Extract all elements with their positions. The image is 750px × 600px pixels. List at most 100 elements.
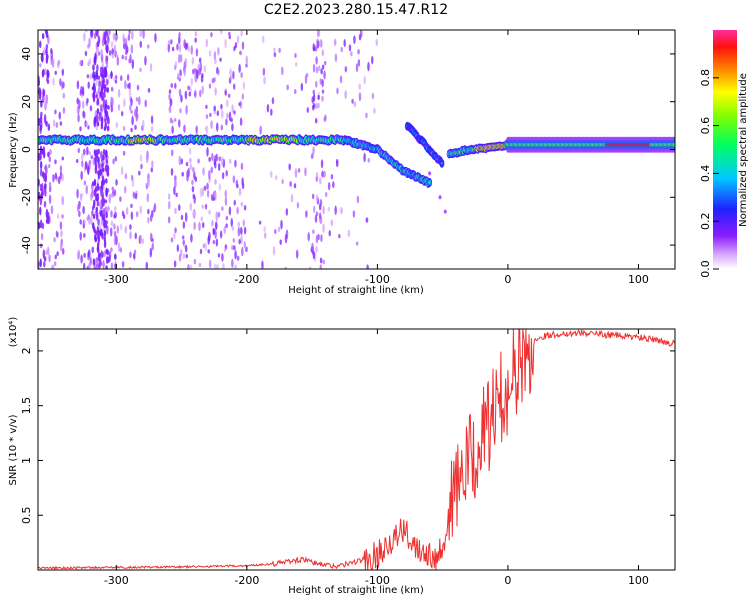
spectrogram-cell	[320, 234, 323, 243]
spectrogram-cell	[178, 31, 181, 38]
spectrogram-cell	[125, 50, 128, 56]
spectrogram-cell	[263, 76, 266, 85]
spectrogram-cell	[101, 162, 104, 169]
spectrogram-cell	[45, 249, 48, 255]
spectrogram-cell	[190, 77, 194, 87]
spectrogram-cell	[105, 256, 109, 265]
spectrogram-cell	[321, 95, 324, 102]
spectrogram-cell	[178, 35, 181, 45]
spectrogram-cell	[238, 63, 241, 74]
spectrogram-cell	[145, 261, 149, 269]
spectrogram-cell	[238, 238, 241, 245]
spectrogram-cell	[210, 120, 213, 130]
spectrogram-cell	[220, 103, 223, 110]
spectrogram-cell	[194, 70, 197, 81]
spectrogram-cell	[183, 124, 186, 133]
spectrogram-cell	[114, 254, 117, 260]
spectrogram-cell	[216, 263, 219, 269]
spectrogram-cell	[226, 112, 229, 119]
spectrogram-cell	[201, 85, 205, 95]
spectrogram-cell	[80, 170, 83, 181]
spectrogram-cell	[45, 95, 49, 106]
spectrogram-cell	[130, 97, 133, 107]
spectrogram-cell	[81, 86, 85, 96]
spectrogram-cell	[242, 219, 246, 227]
spectrogram-cell	[315, 66, 319, 74]
spectrogram-cell	[97, 156, 100, 165]
spectrogram-cell	[213, 263, 217, 269]
spectrogram-cell	[284, 266, 288, 269]
spectrogram-cell	[124, 79, 127, 90]
spectrogram-cell	[83, 233, 86, 238]
spectrogram-cell	[206, 182, 209, 190]
spectrogram-cell	[217, 47, 220, 56]
spectrogram-cell	[220, 124, 224, 131]
spectrogram-cell	[97, 75, 101, 81]
spectrogram-cell	[115, 235, 118, 246]
spectrogram-cell	[96, 242, 100, 247]
spectrogram-cell	[240, 72, 243, 79]
spectrogram-cell	[138, 170, 141, 176]
spectrogram-cell	[110, 104, 114, 113]
spectrogram-cell	[198, 67, 202, 76]
spectrogram-cell	[51, 58, 55, 69]
spectrogram-cell	[75, 158, 79, 164]
spectrogram-cell	[238, 187, 242, 197]
spectrogram-cell	[231, 258, 234, 269]
spectrogram-cell	[100, 48, 103, 57]
spectrogram-cell	[125, 44, 128, 49]
spectrogram-cell	[233, 110, 236, 115]
spectrogram-cell	[270, 170, 273, 178]
spectrogram-cell	[61, 156, 65, 161]
spectrogram-cell	[139, 30, 142, 38]
spectrogram-cell	[59, 78, 62, 86]
spectrogram-cell	[356, 195, 360, 204]
spectrogram-cell	[198, 57, 202, 64]
spectrogram-cell	[124, 174, 128, 180]
spectrogram-cell	[54, 254, 57, 260]
spectrogram-cell	[78, 99, 81, 110]
spectrogram-cell	[103, 250, 106, 257]
spectrogram-cell	[266, 104, 270, 113]
spectrogram-cell	[56, 251, 59, 256]
spectrogram-cell	[130, 44, 134, 55]
spectrogram-cell	[59, 165, 63, 173]
spectrogram-cell	[294, 88, 297, 95]
spectrogram-cell	[198, 262, 202, 268]
spectrogram-cell	[47, 151, 50, 158]
spectrogram-cell	[371, 92, 375, 100]
spectrogram-cell	[112, 158, 115, 165]
spectrogram-cell	[122, 126, 126, 132]
spectrogram-cell	[82, 205, 85, 215]
spectrogram-cell	[62, 106, 66, 114]
spectrogram-cell	[312, 89, 316, 95]
spectrogram-cell	[320, 159, 324, 169]
spectrogram-cell	[192, 68, 195, 75]
spectrogram-cell	[106, 169, 109, 177]
spectrogram-cell	[105, 211, 108, 219]
spectrogram-cell	[129, 224, 132, 231]
spectrogram-xtick-label: 100	[628, 273, 649, 286]
spectrogram-cell	[321, 49, 325, 57]
spectrogram-cell	[294, 168, 298, 178]
spectrogram-cell	[176, 72, 180, 81]
spectrogram-cell	[321, 89, 325, 94]
spectrogram-cell	[240, 162, 244, 171]
spectrogram-cell	[187, 85, 190, 91]
spectrogram-cell	[311, 242, 314, 252]
spectrogram-cell	[321, 64, 325, 70]
spectrogram-cell	[108, 193, 111, 204]
spectrogram-cell	[130, 174, 134, 182]
spectrogram-cell	[104, 206, 108, 213]
spectrogram-cell	[274, 229, 277, 234]
spectrogram-cell	[131, 30, 134, 40]
spectrogram-cell	[54, 172, 58, 180]
spectrogram-cell	[151, 160, 154, 168]
spectrogram-cell	[223, 226, 227, 234]
spectrogram-cell	[185, 104, 188, 115]
spectrogram-cell	[45, 218, 49, 224]
spectrogram-cell	[80, 254, 83, 264]
spectrogram-cell	[219, 57, 222, 62]
spectrogram-cell	[88, 150, 91, 156]
spectrogram-cell	[371, 55, 374, 65]
